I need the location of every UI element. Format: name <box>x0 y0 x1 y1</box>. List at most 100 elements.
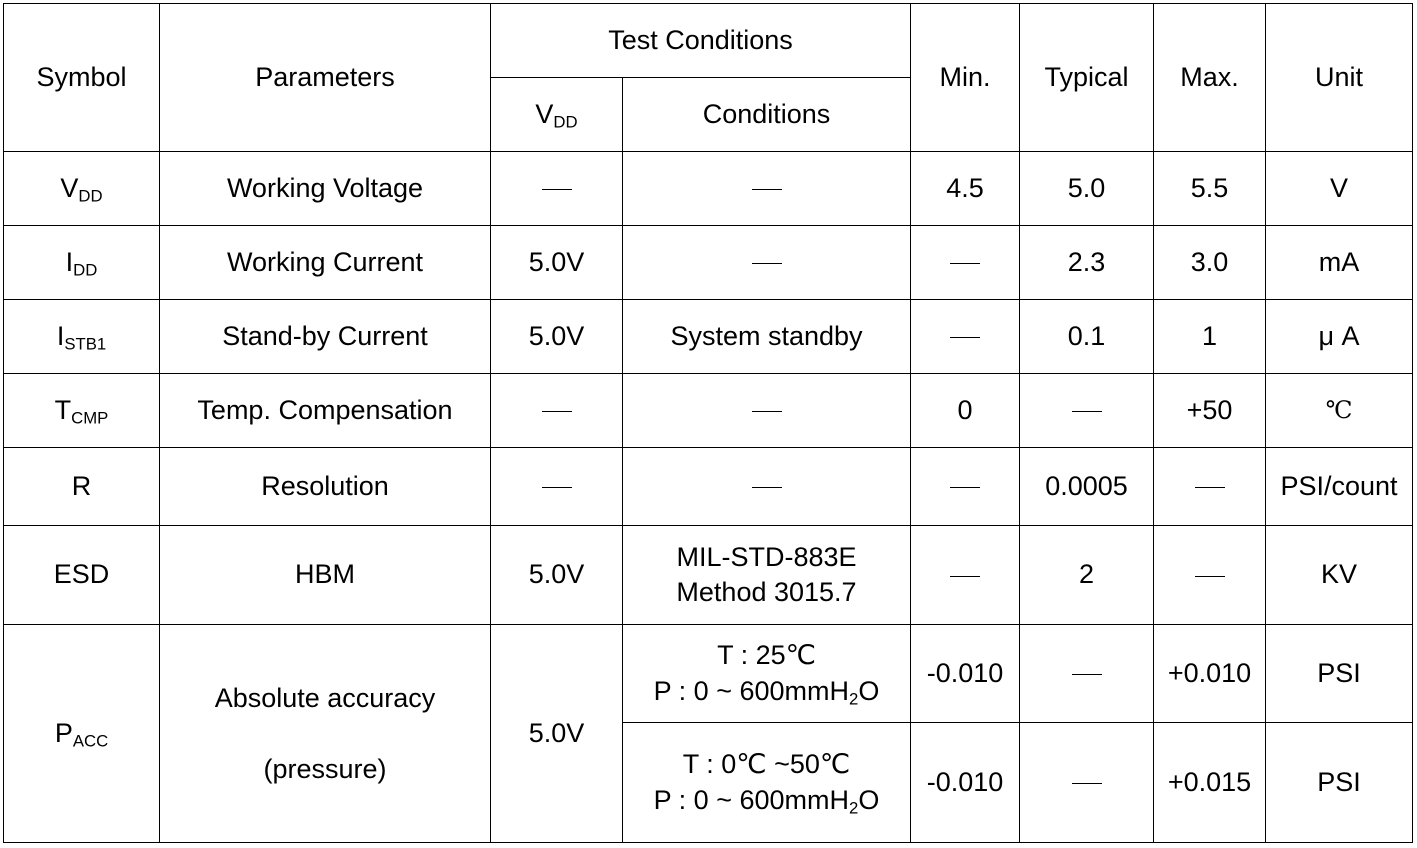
header-symbol: Symbol <box>3 3 160 152</box>
header-test-conditions: Test Conditions <box>490 3 911 78</box>
symbol-cell: ESD <box>3 525 160 625</box>
parameter-line: (pressure) <box>263 753 387 784</box>
unit-cell: KV <box>1265 525 1413 625</box>
typical-cell: 2.3 <box>1019 225 1154 300</box>
dash-mark <box>1194 575 1225 577</box>
unit-cell: μ A <box>1265 299 1413 374</box>
dash-mark <box>950 337 980 339</box>
typical-cell <box>1019 624 1154 723</box>
parameter-cell: Working Voltage <box>159 151 491 226</box>
dash-mark <box>751 189 782 191</box>
header-typical: Typical <box>1019 3 1154 152</box>
max-cell: 3.0 <box>1153 225 1266 300</box>
table-row: VDD Working Voltage 4.5 5.0 5.5 V <box>3 151 1413 226</box>
electrical-characteristics-table: Symbol Parameters Test Conditions Min. T… <box>3 3 1413 843</box>
unit-cell: mA <box>1265 225 1413 300</box>
symbol-cell: R <box>3 447 160 526</box>
symbol-cell: VDD <box>3 151 160 226</box>
max-cell <box>1153 525 1266 625</box>
vdd-cell: 5.0V <box>490 225 623 300</box>
condition-line: MIL-STD-883E <box>676 541 857 572</box>
condition-line: P : 0 ~ 600mmH2O <box>653 784 880 818</box>
vdd-cell: 5.0V <box>490 624 623 843</box>
conditions-cell: MIL-STD-883E Method 3015.7 <box>622 525 911 625</box>
header-conditions: Conditions <box>622 77 911 152</box>
header-vdd: VDD <box>490 77 623 152</box>
typical-cell <box>1019 373 1154 448</box>
unit-cell: V <box>1265 151 1413 226</box>
typical-cell <box>1019 722 1154 843</box>
header-unit: Unit <box>1265 3 1413 152</box>
symbol-cell: TCMP <box>3 373 160 448</box>
max-cell: 5.5 <box>1153 151 1266 226</box>
parameter-cell: Working Current <box>159 225 491 300</box>
dash-mark <box>950 575 980 577</box>
typical-cell: 5.0 <box>1019 151 1154 226</box>
min-cell: -0.010 <box>910 722 1020 843</box>
dash-mark <box>1071 411 1102 413</box>
dash-mark <box>751 411 782 413</box>
min-cell: 0 <box>910 373 1020 448</box>
max-cell: +0.010 <box>1153 624 1266 723</box>
max-cell <box>1153 447 1266 526</box>
typical-cell: 0.1 <box>1019 299 1154 374</box>
vdd-cell: 5.0V <box>490 525 623 625</box>
table-row: ISTB1 Stand-by Current 5.0V System stand… <box>3 299 1413 374</box>
unit-cell: PSI <box>1265 722 1413 843</box>
table-row: R Resolution 0.0005 PSI/count <box>3 447 1413 526</box>
unit-cell: PSI/count <box>1265 447 1413 526</box>
condition-line: T : 0℃ ~50℃ <box>682 749 851 780</box>
symbol-cell: ISTB1 <box>3 299 160 374</box>
spec-table-container: Symbol Parameters Test Conditions Min. T… <box>3 3 1413 843</box>
dash-mark <box>751 263 782 265</box>
symbol-cell: IDD <box>3 225 160 300</box>
conditions-cell: System standby <box>622 299 911 374</box>
condition-line: Method 3015.7 <box>676 577 857 607</box>
vdd-cell <box>490 447 623 526</box>
min-cell <box>910 225 1020 300</box>
min-cell: 4.5 <box>910 151 1020 226</box>
conditions-cell <box>622 225 911 300</box>
conditions-cell: T : 25℃ P : 0 ~ 600mmH2O <box>622 624 911 723</box>
conditions-cell <box>622 373 911 448</box>
header-row-2: VDD Conditions <box>4 77 1413 152</box>
dash-mark <box>541 487 572 489</box>
header-row-1: Symbol Parameters Test Conditions Min. T… <box>3 3 1413 152</box>
table-row: PACC Absolute accuracy (pressure) 5.0V T … <box>3 624 1413 843</box>
dash-mark <box>950 263 980 265</box>
min-cell <box>910 299 1020 374</box>
min-cell <box>910 447 1020 526</box>
dash-mark <box>1071 783 1102 785</box>
header-min: Min. <box>910 3 1020 152</box>
max-cell: +50 <box>1153 373 1266 448</box>
max-cell: 1 <box>1153 299 1266 374</box>
unit-cell: PSI <box>1265 624 1413 723</box>
typical-cell: 0.0005 <box>1019 447 1154 526</box>
table-row: IDD Working Current 5.0V 2.3 3.0 mA <box>3 225 1413 300</box>
table-row: T : 0℃ ~50℃ P : 0 ~ 600mmH2O -0.010 +0.0… <box>4 722 1413 843</box>
min-cell: -0.010 <box>910 624 1020 723</box>
unit-cell: ℃ <box>1265 373 1413 448</box>
condition-line: P : 0 ~ 600mmH2O <box>653 675 880 709</box>
condition-line: T : 25℃ <box>717 640 816 671</box>
vdd-cell <box>490 373 623 448</box>
vdd-cell <box>490 151 623 226</box>
parameter-cell: Stand-by Current <box>159 299 491 374</box>
header-parameters: Parameters <box>159 3 491 152</box>
table-row: ESD HBM 5.0V MIL-STD-883E Method 3015.7 2… <box>3 525 1413 625</box>
max-cell: +0.015 <box>1153 722 1266 843</box>
dash-mark <box>541 411 572 413</box>
vdd-cell: 5.0V <box>490 299 623 374</box>
parameter-line: Absolute accuracy <box>214 683 436 714</box>
conditions-cell <box>622 447 911 526</box>
typical-cell: 2 <box>1019 525 1154 625</box>
dash-mark <box>950 487 980 489</box>
parameter-cell: HBM <box>159 525 491 625</box>
parameter-cell: Resolution <box>159 447 491 526</box>
dash-mark <box>1194 487 1225 489</box>
dash-mark <box>541 189 572 191</box>
parameter-cell: Absolute accuracy (pressure) <box>159 624 491 843</box>
conditions-cell: T : 0℃ ~50℃ P : 0 ~ 600mmH2O <box>622 722 911 843</box>
dash-mark <box>751 487 782 489</box>
symbol-cell: PACC <box>3 624 160 843</box>
